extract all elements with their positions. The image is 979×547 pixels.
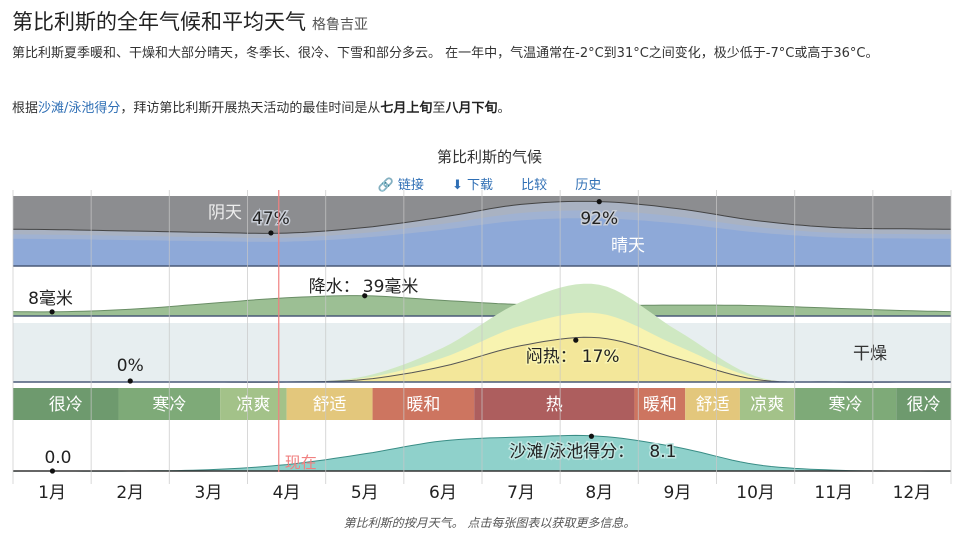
muggy-max-prefix: 闷热： [526, 347, 577, 367]
link-button[interactable]: 🔗 链接 [378, 178, 424, 193]
muggy-min-label: 0% [117, 356, 144, 376]
beach-max-prefix: 沙滩/泳池得分： [509, 442, 634, 462]
history-button[interactable]: 历史 [575, 178, 602, 193]
best-time-middle: ，拜访第比利斯开展热天活动的最佳时间是从 [120, 101, 381, 116]
month-label-6: 6月 [429, 483, 457, 503]
temp-band-9 [739, 388, 795, 420]
temp-band-4 [286, 388, 373, 420]
temp-band-label-9: 凉爽 [750, 395, 784, 415]
month-label-2: 2月 [116, 483, 144, 503]
temp-band-label-4: 舒适 [313, 395, 347, 415]
cloudy-label: 阴天 [208, 203, 242, 223]
temp-band-8 [685, 388, 740, 420]
temp-band-label-7: 暖和 [643, 395, 677, 415]
month-label-12: 12月 [893, 483, 932, 503]
clear-label: 晴天 [611, 236, 645, 256]
month-label-5: 5月 [351, 483, 379, 503]
best-time-sentence: 根据沙滩/泳池得分，拜访第比利斯开展热天活动的最佳时间是从七月上旬至八月下旬。 [12, 97, 510, 116]
now-label: 现在 [285, 453, 317, 472]
month-label-8: 8月 [585, 483, 613, 503]
cloud-min-label: 47% [252, 209, 290, 229]
temp-band-label-11: 很冷 [907, 395, 941, 415]
best-time-to: 至 [432, 101, 446, 116]
page-title: 第比利斯的全年气候和平均天气 格鲁吉亚 [12, 6, 368, 36]
temp-band-label-8: 舒适 [696, 395, 730, 415]
precip-max-dot [362, 293, 368, 299]
location-link[interactable]: 格鲁吉亚 [312, 17, 368, 33]
temp-band-5 [372, 388, 475, 420]
temp-band-10 [794, 388, 897, 420]
muggy-min-dot [127, 378, 133, 384]
month-label-1: 1月 [38, 483, 66, 503]
download-button[interactable]: ⬇ 下载 [452, 178, 493, 193]
precip-min-label: 8毫米 [28, 289, 73, 309]
beach-max-label: 8.1 [649, 442, 676, 462]
temp-band-6 [474, 388, 635, 420]
chart-caption: 第比利斯的按月天气。 点击每张图表以获取更多信息。 [343, 516, 636, 530]
month-label-7: 7月 [507, 483, 535, 503]
temp-band-7 [634, 388, 686, 420]
muggy-max-label: 17% [582, 347, 620, 367]
muggy-max-dot [573, 337, 579, 343]
cloud-max-dot [596, 199, 602, 205]
best-time-prefix: 根据 [12, 101, 39, 116]
temp-band-label-3: 凉爽 [236, 395, 270, 415]
temp-band-1 [13, 388, 119, 420]
temp-band-label-6: 热 [546, 395, 563, 415]
dry-label: 干燥 [853, 344, 887, 364]
climate-description: 第比利斯夏季暖和、干燥和大部分晴天，冬季长、很冷、下雪和部分多云。 在一年中，气… [12, 46, 879, 61]
month-label-10: 10月 [736, 483, 775, 503]
best-time-end: 八月下旬 [445, 101, 498, 116]
compare-button[interactable]: 比较 [521, 178, 548, 193]
month-label-9: 9月 [664, 483, 692, 503]
link-icon: 🔗 [377, 178, 394, 193]
temp-band-label-5: 暖和 [406, 395, 440, 415]
beach-min-dot [49, 468, 56, 474]
chart-title: 第比利斯的气候 [436, 148, 542, 166]
cloud-max-label: 92% [580, 209, 618, 229]
download-label: 下载 [466, 178, 493, 193]
title-text: 第比利斯的全年气候和平均天气 [12, 10, 306, 34]
beach-min-label: 0.0 [44, 448, 71, 468]
month-label-11: 11月 [814, 483, 853, 503]
temp-band-label-1: 很冷 [49, 395, 83, 415]
beach-max-dot [588, 433, 595, 439]
month-label-4: 4月 [273, 483, 301, 503]
month-label-3: 3月 [195, 483, 223, 503]
precip-max-label: 39毫米 [363, 277, 419, 297]
beach-score-link[interactable]: 沙滩/泳池得分 [38, 101, 121, 116]
temp-band-11 [896, 388, 951, 420]
temp-band-label-10: 寒冷 [828, 395, 862, 415]
chart-toolbar: 🔗 链接 ⬇ 下载 比较 历史 [0, 174, 979, 193]
link-label: 链接 [397, 178, 424, 193]
temp-band-3 [220, 388, 287, 420]
cloud-min-dot [268, 230, 274, 236]
download-icon: ⬇ [452, 178, 463, 193]
precip-min-dot [49, 309, 55, 315]
best-time-suffix: 。 [497, 101, 511, 116]
best-time-start: 七月上旬 [380, 101, 433, 116]
precip-max-prefix: 降水： [309, 277, 360, 297]
